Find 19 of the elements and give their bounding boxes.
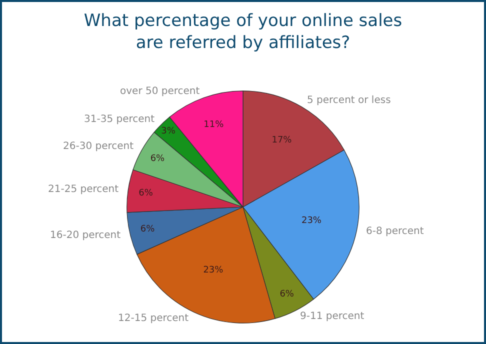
data-label: 6% [138, 188, 154, 198]
slice-label: over 50 percent [120, 86, 200, 97]
data-label: 3% [161, 126, 176, 136]
data-label: 11% [204, 120, 224, 130]
slice-label: 16-20 percent [50, 230, 121, 241]
data-label: 6% [150, 154, 166, 164]
slice-label: 6-8 percent [366, 226, 424, 237]
slice-label: 5 percent or less [307, 95, 391, 106]
data-label: 17% [272, 135, 292, 146]
slice-label: 12-15 percent [118, 313, 189, 324]
data-label: 23% [301, 216, 322, 226]
slice-label: 26-30 percent [63, 141, 134, 152]
slice-label: 9-11 percent [300, 311, 364, 322]
slice-label: 31-35 percent [84, 114, 155, 125]
slice-label: 21-25 percent [48, 184, 119, 195]
data-label: 6% [280, 289, 294, 300]
data-label: 6% [140, 224, 156, 235]
chart-title: What percentage of your online sales are referred by affiliates? [84, 11, 402, 54]
data-label: 23% [203, 266, 224, 276]
